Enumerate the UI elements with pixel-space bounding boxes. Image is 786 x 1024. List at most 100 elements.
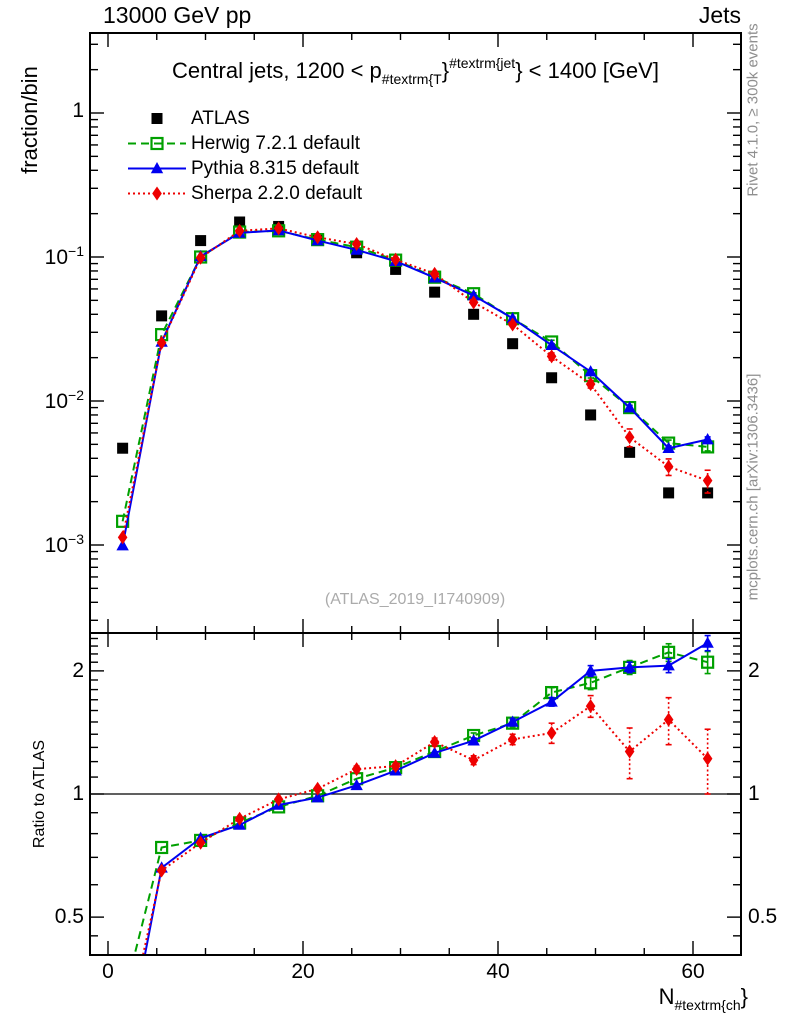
marker-diamond-filled xyxy=(273,792,284,807)
marker-square-filled xyxy=(507,338,519,350)
marker-diamond-filled xyxy=(468,753,479,768)
marker-triangle-filled xyxy=(467,289,480,301)
ratio-frame xyxy=(89,632,742,956)
marker-diamond-filled xyxy=(585,699,596,714)
marker-square-filled xyxy=(156,310,168,322)
legend-label: Herwig 7.2.1 default xyxy=(191,133,360,154)
ratio-y-tick-label-left: 2 xyxy=(72,658,84,682)
series-line xyxy=(121,227,708,538)
legend-label: Sherpa 2.2.0 default xyxy=(191,183,363,204)
marker-triangle-filled xyxy=(623,660,636,673)
legend-item-sherpa: Sherpa 2.2.0 default xyxy=(127,181,427,206)
marker-triangle-filled xyxy=(428,746,441,758)
marker-diamond-filled xyxy=(468,295,479,310)
marker-square-filled xyxy=(468,308,480,320)
marker-diamond-filled xyxy=(507,732,518,747)
x-tick-label: 40 xyxy=(486,960,510,983)
marker-triangle-filled xyxy=(545,695,558,707)
marker-diamond-filled xyxy=(234,223,245,238)
legend-swatch xyxy=(128,136,186,151)
series-ratio-sherpa xyxy=(141,694,713,955)
marker-diamond-filled xyxy=(546,725,557,740)
marker-triangle-filled xyxy=(584,365,597,377)
series-line xyxy=(121,229,708,522)
x-tick-label: 20 xyxy=(291,960,315,983)
marker-diamond-filled xyxy=(156,335,167,350)
marker-square-open xyxy=(701,655,715,669)
ratio-y-tick-label-right: 1 xyxy=(748,782,760,805)
main-y-tick-label: 10−2 xyxy=(44,387,84,413)
marker-square-filled xyxy=(429,286,441,298)
legend-label: ATLAS xyxy=(191,108,250,129)
marker-square-filled xyxy=(117,442,129,454)
marker-square-filled xyxy=(234,216,246,228)
plot-title-brace2: } xyxy=(515,58,523,83)
series-line xyxy=(143,642,709,955)
marker-triangle-filled xyxy=(662,659,675,671)
series-line xyxy=(141,704,709,955)
marker-triangle-filled xyxy=(545,338,558,351)
x-tick-label: 60 xyxy=(681,960,705,983)
marker-triangle-filled xyxy=(662,441,675,454)
marker-diamond-filled xyxy=(507,317,518,332)
marker-diamond-filled xyxy=(390,759,401,774)
marker-triangle-filled xyxy=(467,734,480,746)
ratio-y-tick-label-right: 2 xyxy=(748,658,760,682)
plot-title-suffix: < 1400 [GeV] xyxy=(522,58,659,83)
marker-diamond-filled xyxy=(624,744,635,759)
marker-square-filled xyxy=(390,263,402,275)
marker-diamond-filled xyxy=(312,781,323,796)
marker-square-open xyxy=(662,645,676,659)
marker-diamond-filled xyxy=(156,863,167,878)
x-axis-title-prefix: N xyxy=(658,984,675,1009)
marker-diamond-filled xyxy=(117,530,128,545)
analysis-tag-label: Jets xyxy=(698,2,741,28)
analysis-id-watermark: (ATLAS_2019_I1740909) xyxy=(324,591,506,608)
legend-swatch xyxy=(128,162,186,174)
marker-diamond-filled xyxy=(702,751,713,766)
main-y-tick-label: 1 xyxy=(72,99,84,122)
legend-item-herwig: Herwig 7.2.1 default xyxy=(127,131,427,156)
marker-square-filled xyxy=(585,409,597,421)
ratio-y-tick-label-left: 0.5 xyxy=(54,905,84,929)
x-axis-title: N#textrm{ch} xyxy=(560,984,748,1013)
marker-square-open xyxy=(155,840,169,855)
marker-diamond-filled xyxy=(663,712,674,727)
legend-item-pythia: Pythia 8.315 default xyxy=(127,156,427,181)
marker-diamond-filled xyxy=(234,811,245,826)
legend-item-atlas: ATLAS xyxy=(127,106,427,131)
plot-title: Central jets, 1200 < p#textrm{T}#textrm{… xyxy=(90,55,741,87)
series-ratio-herwig xyxy=(117,642,715,1008)
marker-triangle-filled xyxy=(701,433,714,445)
series-line xyxy=(121,229,708,546)
marker-diamond-filled xyxy=(390,252,401,267)
mcplots-arxiv-note: mcplots.cern.ch [arXiv:1306.3436] xyxy=(744,373,762,601)
marker-diamond-filled xyxy=(429,735,440,750)
marker-triangle-filled xyxy=(116,539,129,551)
ratio-y-tick-label-left: 1 xyxy=(72,782,84,805)
ratio-y-tick-label-right: 0.5 xyxy=(748,905,778,929)
plot-title-prefix: Central jets, 1200 < p xyxy=(172,58,382,83)
marker-diamond-filled xyxy=(312,230,323,245)
marker-triangle-filled xyxy=(350,778,363,791)
legend-swatch xyxy=(151,113,163,124)
legend-marker xyxy=(151,113,163,124)
series-line xyxy=(133,651,708,955)
marker-diamond-filled xyxy=(429,266,440,281)
marker-triangle-filled xyxy=(506,715,519,727)
plot-title-sub: #textrm{T xyxy=(381,71,442,87)
marker-triangle-filled xyxy=(701,636,714,648)
legend-swatch xyxy=(128,186,186,201)
marker-square-filled xyxy=(195,235,207,247)
rivet-version-note: Rivet 4.1.0, ≥ 300k events xyxy=(744,23,762,197)
series-main-sherpa xyxy=(117,221,713,545)
series-ratio-pythia xyxy=(143,634,714,955)
marker-square-filled xyxy=(663,487,675,499)
marker-triangle-filled xyxy=(623,401,636,413)
marker-square-open xyxy=(117,997,128,1008)
beam-energy-label: 13000 GeV pp xyxy=(103,2,252,28)
main-y-tick-label: 10−3 xyxy=(44,531,84,557)
legend-marker xyxy=(150,136,164,151)
